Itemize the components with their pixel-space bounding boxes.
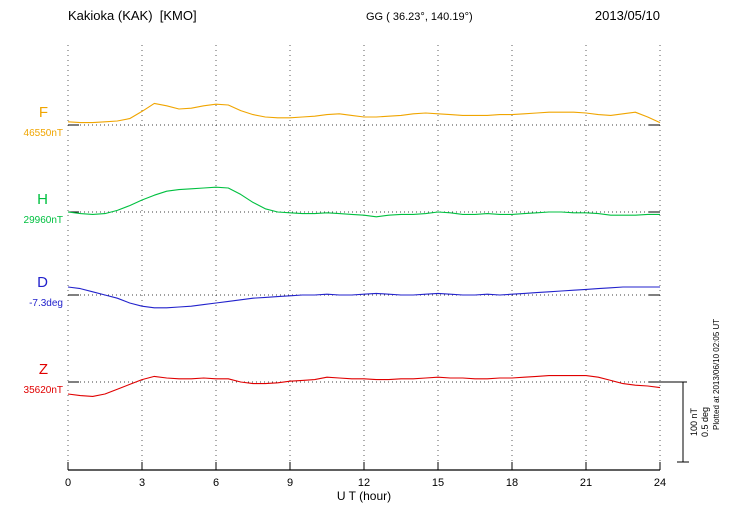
trace-Z xyxy=(67,375,661,397)
series-label-z: Z xyxy=(38,361,48,378)
x-tick-label-3: 3 xyxy=(139,477,145,489)
x-axis-label: U T (hour) xyxy=(336,489,392,503)
station-title: Kakioka (KAK) [KMO] xyxy=(68,8,197,23)
series-label-d: D xyxy=(37,274,48,291)
trace-F xyxy=(67,102,661,124)
trace-H xyxy=(67,186,660,218)
scale-deg-label: 0.5 deg xyxy=(700,406,710,438)
x-tick-label-21: 21 xyxy=(580,477,592,489)
x-tick-label-9: 9 xyxy=(287,477,293,489)
geo-coordinates: GG ( 36.23°, 140.19°) xyxy=(366,11,473,23)
series-baseline-value-d: -7.3deg xyxy=(29,298,63,309)
x-tick-label-24: 24 xyxy=(654,477,666,489)
x-tick-label-0: 0 xyxy=(65,477,71,489)
x-tick-label-18: 18 xyxy=(506,477,518,489)
scale-bar-labels: 100 nT 0.5 deg xyxy=(689,382,710,462)
series-label-h: H xyxy=(37,191,48,208)
series-baseline-value-f: 46550nT xyxy=(23,128,63,139)
x-tick-label-12: 12 xyxy=(358,477,370,489)
scale-nt-label: 100 nT xyxy=(689,407,699,437)
plotted-timestamp: Plotted at 2013/06/10 02:05 UT xyxy=(712,318,721,430)
series-baseline-value-h: 29960nT xyxy=(23,215,63,226)
series-baseline-value-z: 35620nT xyxy=(23,385,63,396)
x-tick-label-15: 15 xyxy=(432,477,444,489)
trace-D xyxy=(67,286,660,309)
series-label-f: F xyxy=(38,104,48,121)
x-tick-label-6: 6 xyxy=(213,477,219,489)
plot-date: 2013/05/10 xyxy=(594,8,660,23)
